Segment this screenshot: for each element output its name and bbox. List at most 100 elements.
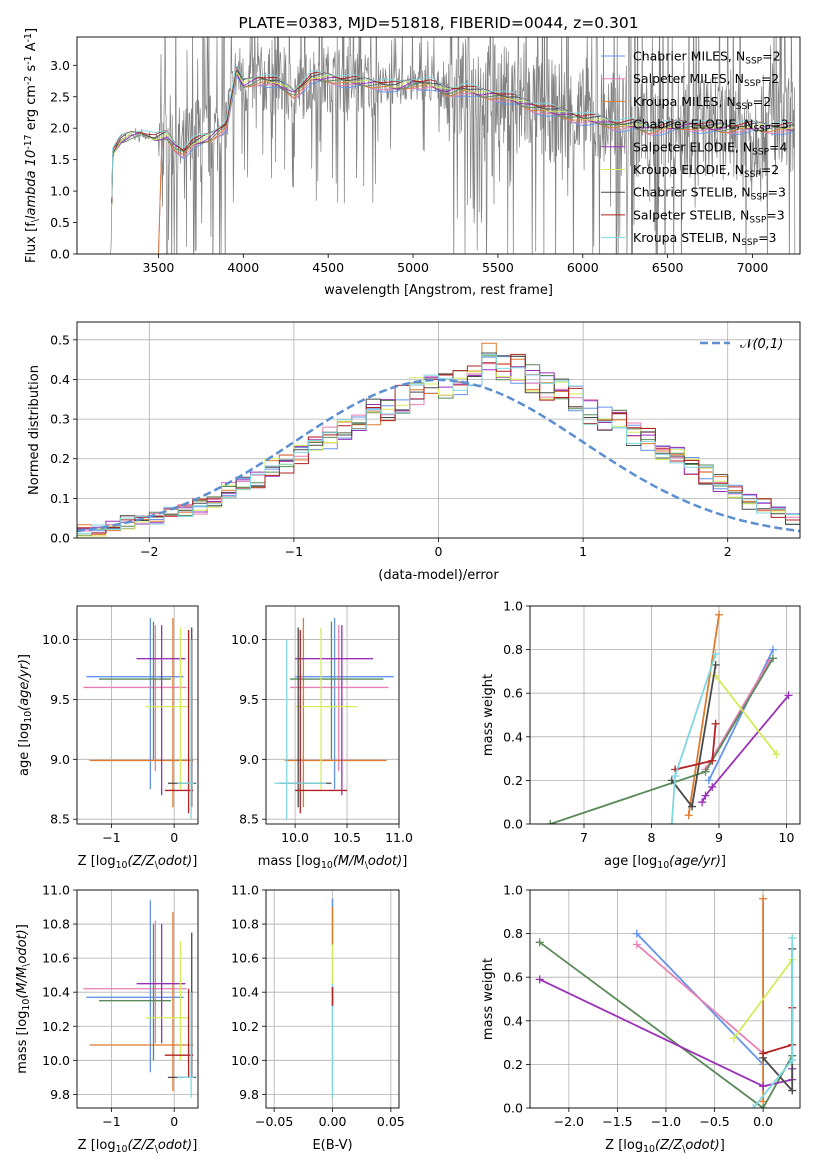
weight-marker bbox=[684, 811, 693, 820]
weight-line bbox=[714, 675, 778, 755]
weight-marker bbox=[772, 750, 781, 759]
data-spectrum bbox=[107, 37, 796, 254]
x-tick-label: −0.05 bbox=[255, 1114, 293, 1129]
ebv-mass-axes: −0.05 0.00 0.05 9.8 10.0 10.2 10.4 10.6 10.8 11.0 bbox=[231, 883, 405, 1130]
weight-marker bbox=[759, 1104, 768, 1108]
weight-marker bbox=[535, 975, 544, 984]
x-tick-label: −2.0 bbox=[554, 1114, 584, 1129]
weight-marker bbox=[708, 756, 717, 765]
legend-label: Salpeter ELODIE, NSSP=4 bbox=[633, 139, 788, 157]
x-tick-label: −0.5 bbox=[699, 1114, 729, 1129]
weight-marker bbox=[788, 933, 797, 942]
weight-line bbox=[704, 660, 771, 770]
x-axis-label: Z [log10(Z/Z\odot)] bbox=[78, 1138, 198, 1155]
y-tick-label: 10.6 bbox=[231, 951, 259, 966]
legend-label: 𝒩(0,1) bbox=[740, 337, 783, 352]
weight-line bbox=[762, 948, 794, 1093]
y-tick-label: 0.0 bbox=[50, 247, 70, 262]
spectrum-axes-plot-area bbox=[107, 37, 796, 254]
weight-marker bbox=[749, 1104, 758, 1108]
x-tick-label: 8 bbox=[648, 830, 656, 845]
y-tick-label: 0.4 bbox=[50, 372, 70, 387]
y-tick-label: 10.2 bbox=[42, 1019, 70, 1034]
weight-marker bbox=[632, 940, 641, 949]
y-tick-label: 0.2 bbox=[503, 1057, 523, 1072]
y-tick-label: 1.0 bbox=[503, 883, 523, 898]
axes-frame bbox=[529, 605, 801, 825]
x-tick-label: 10.5 bbox=[333, 830, 361, 845]
z-weight-axes: −2.0 −1.5 −1.0 −0.5 0.0 0.0 0.2 0.4 0.6 0.8 1.0 bbox=[503, 883, 801, 1129]
x-tick-label: 0.05 bbox=[377, 1114, 405, 1129]
x-tick-label: −1 bbox=[102, 830, 120, 845]
y-tick-label: 9.8 bbox=[50, 1087, 70, 1102]
y-tick-label: 1.5 bbox=[50, 152, 70, 167]
y-tick-label: 8.5 bbox=[50, 812, 70, 827]
y-tick-label: 10.8 bbox=[231, 917, 259, 932]
x-axis-label: Z [log10(Z/Z\odot)] bbox=[605, 1138, 725, 1155]
x-tick-label: −1.5 bbox=[602, 1114, 632, 1129]
weight-marker bbox=[698, 798, 707, 807]
y-axis-label: mass weight bbox=[481, 958, 496, 1040]
axes-frame bbox=[76, 36, 801, 255]
axes-frame bbox=[529, 889, 801, 1109]
histogram-series bbox=[77, 354, 800, 538]
y-tick-label: 8.5 bbox=[239, 812, 259, 827]
y-tick-label: 0.4 bbox=[503, 1013, 523, 1028]
axes-frame bbox=[76, 889, 199, 1109]
model-line bbox=[111, 64, 795, 198]
y-tick-label: 0.3 bbox=[50, 412, 70, 427]
weight-marker bbox=[701, 791, 710, 800]
axes-frame bbox=[76, 321, 801, 539]
x-tick-label: 7000 bbox=[737, 260, 769, 275]
y-tick-label: 0.2 bbox=[503, 773, 523, 788]
y-tick-label: 0.0 bbox=[503, 817, 523, 832]
legend: Chabrier MILES, NSSP=2 Salpeter MILES, NS… bbox=[601, 49, 789, 248]
spectrum-axes: 3500 4000 4500 5000 5500 6000 6500 7000 0.0 0.5 1.… bbox=[50, 36, 801, 275]
weight-marker bbox=[759, 894, 768, 903]
x-tick-label: 5000 bbox=[397, 260, 429, 275]
weight-marker bbox=[788, 1086, 797, 1095]
legend-label: Chabrier MILES, NSSP=2 bbox=[633, 49, 781, 67]
x-tick-label: 4500 bbox=[312, 260, 344, 275]
y-tick-label: 10.0 bbox=[42, 632, 70, 647]
y-tick-label: 0.0 bbox=[503, 1101, 523, 1116]
x-axis-label: age [log10(age/yr)] bbox=[604, 854, 726, 871]
x-tick-label: 2 bbox=[724, 544, 732, 559]
weight-marker bbox=[759, 1082, 768, 1091]
y-tick-label: 2.0 bbox=[50, 121, 70, 136]
y-tick-label: 0.8 bbox=[503, 926, 523, 941]
y-tick-label: 9.0 bbox=[239, 752, 259, 767]
legend-label: Chabrier ELODIE, NSSP=3 bbox=[633, 117, 789, 135]
x-tick-label: 11.0 bbox=[385, 830, 413, 845]
y-tick-label: 0.8 bbox=[503, 642, 523, 657]
model-line bbox=[111, 66, 795, 201]
weight-marker bbox=[535, 938, 544, 947]
z-age-axes: −1 0 8.5 9.0 9.5 10.0 bbox=[42, 605, 199, 845]
y-tick-label: 1.0 bbox=[503, 599, 523, 614]
weight-line bbox=[708, 649, 774, 781]
legend-label: Salpeter STELIB, NSSP=3 bbox=[633, 207, 785, 225]
weight-line bbox=[687, 614, 720, 816]
y-axis-label: Flux [f\lambda 10-17 erg cm-2 s-1 A-1] bbox=[23, 28, 40, 263]
x-tick-label: 0 bbox=[435, 544, 443, 559]
weight-marker bbox=[788, 1056, 797, 1065]
mass-age-axes-plot-area bbox=[274, 617, 394, 820]
y-tick-label: 9.5 bbox=[239, 692, 259, 707]
y-tick-label: 11.0 bbox=[42, 883, 70, 898]
histogram-series bbox=[77, 354, 800, 538]
age-weight-axes-plot-area bbox=[546, 610, 793, 824]
weight-marker bbox=[715, 610, 723, 619]
x-axis-label: wavelength [Angstrom, rest frame] bbox=[324, 283, 553, 298]
x-tick-label: 9 bbox=[715, 830, 723, 845]
y-tick-label: 0.6 bbox=[503, 686, 523, 701]
legend-label: Chabrier STELIB, NSSP=3 bbox=[633, 185, 786, 203]
weight-line bbox=[701, 694, 790, 803]
weight-marker bbox=[701, 767, 710, 776]
y-tick-label: 0.2 bbox=[50, 451, 70, 466]
y-tick-label: 1.0 bbox=[50, 184, 70, 199]
y-tick-label: 10.0 bbox=[42, 1053, 70, 1068]
x-tick-label: 0 bbox=[170, 830, 178, 845]
x-tick-label: 7 bbox=[580, 830, 588, 845]
y-tick-label: 11.0 bbox=[231, 883, 259, 898]
histogram-axes: −2 −1 0 1 2 0.0 0.1 0.2 0.3 0.4 0.5 bbox=[50, 321, 801, 559]
